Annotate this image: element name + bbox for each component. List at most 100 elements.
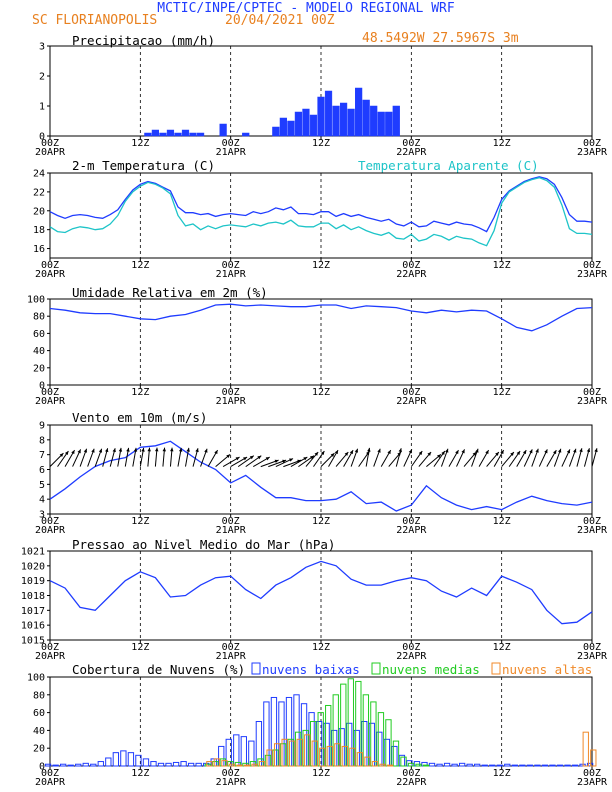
wind-arrow — [410, 450, 423, 467]
wind-arrow — [403, 449, 413, 467]
wind-arrow — [433, 450, 446, 467]
wind-date-label: 21APR — [216, 525, 247, 536]
wind-arrow — [328, 449, 339, 467]
wind-xtick-label: 00Z — [402, 516, 420, 527]
cloud-bar-blue — [233, 734, 240, 767]
cloud-date-label: 22APR — [396, 777, 427, 788]
wind-arrow — [426, 454, 442, 467]
wind-arrow — [169, 447, 174, 467]
wind-arrow — [154, 447, 159, 467]
wind-arrow — [147, 447, 151, 467]
wind-xtick-label: 00Z — [583, 516, 601, 527]
cloud-bar-green — [340, 683, 347, 767]
wind-arrow — [313, 450, 325, 467]
cloud-bar-blue — [534, 764, 541, 767]
humidity-date-label: 20APR — [35, 396, 66, 407]
cloud-ytick-label: 0 — [39, 762, 45, 773]
wind-arrow — [162, 447, 166, 467]
cloud-bar-orange — [311, 740, 318, 767]
cloud-bar-green — [264, 754, 272, 767]
cloud-bar-green — [279, 743, 287, 767]
cloud-bar-orange — [379, 763, 386, 767]
legend-high-label: nuvens altas — [502, 662, 592, 677]
wind-arrow — [245, 455, 262, 468]
precip-date-label: 21APR — [216, 147, 247, 158]
cloud-bar-blue — [180, 761, 187, 767]
precip-xtick-label: 12Z — [493, 138, 511, 149]
humidity-date-label: 21APR — [216, 396, 247, 407]
precip-date-label: 22APR — [396, 147, 427, 158]
temp-xtick-label: 12Z — [131, 260, 149, 271]
pressure-date-label: 23APR — [577, 651, 608, 662]
wind-arrow — [471, 448, 479, 467]
precip-bar — [279, 117, 287, 137]
wind-arrow — [94, 448, 103, 467]
wind-arrow — [516, 449, 527, 467]
precip-bar — [287, 120, 295, 137]
cloud-bar-blue — [59, 763, 67, 767]
wind-xtick-label: 12Z — [312, 516, 330, 527]
cloud-bar-orange — [296, 738, 303, 767]
precip-bar — [332, 105, 340, 137]
cloud-bar-blue — [376, 731, 383, 767]
wind-arrow — [440, 448, 449, 467]
wind-date-label: 20APR — [35, 525, 66, 536]
cloud-bar-blue — [150, 761, 157, 767]
humidity-xtick-label: 12Z — [131, 387, 149, 398]
cloud-bar-orange — [341, 745, 349, 767]
precip-title: Precipitacao (mm/h) — [72, 33, 215, 48]
precip-xtick-label: 00Z — [41, 138, 59, 149]
precip-bar — [302, 108, 310, 137]
precip-bar — [151, 129, 160, 137]
precip-bar — [385, 111, 393, 137]
wind-arrow — [395, 448, 402, 467]
legend-low-label: nuvens baixas — [262, 662, 360, 677]
temp-ytick-label: 22 — [33, 187, 45, 198]
cloud-bar-green — [347, 678, 354, 767]
cloud-bar-blue — [105, 757, 112, 767]
wind-xtick-label: 12Z — [131, 516, 149, 527]
temp-xtick-label: 12Z — [493, 260, 511, 271]
wind-arrow — [538, 449, 548, 467]
wind-arrow — [252, 456, 270, 468]
pressure-ytick-label: 1017 — [21, 606, 45, 617]
run-date: 20/04/2021 00Z — [225, 13, 335, 28]
cloud-bar-blue — [504, 763, 511, 767]
humidity-title: Umidade Relativa em 2m (%) — [72, 285, 268, 300]
wind-arrow — [207, 449, 219, 467]
cloud-bar-orange — [356, 752, 364, 767]
wind-date-label: 22APR — [396, 525, 427, 536]
cloud-bar-blue — [511, 764, 518, 767]
cloud-bar-blue — [263, 701, 270, 767]
cloud-ytick-label: 100 — [27, 673, 45, 684]
cloud-bar-blue — [556, 764, 564, 767]
temp-xtick-label: 12Z — [312, 260, 330, 271]
wind-arrow — [57, 450, 69, 467]
cloud-bar-blue — [571, 764, 579, 767]
wind-arrow — [568, 448, 577, 467]
wind-arrow — [109, 448, 116, 467]
cloud-xtick-label: 12Z — [312, 768, 330, 779]
temp-apparent-legend: Temperatura Aparente (C) — [358, 158, 539, 173]
precip-bar — [324, 90, 333, 137]
wind-arrow — [192, 448, 199, 467]
precip-xtick-label: 00Z — [583, 138, 601, 149]
wind-arrow — [583, 448, 591, 467]
cloud-bar-blue — [428, 762, 436, 767]
wind-ytick-label: 3 — [39, 510, 45, 521]
cloud-legend: nuvens baixas nuvens medias nuvens altas — [251, 662, 592, 677]
cloud-ytick-label: 20 — [33, 744, 45, 755]
pressure-xtick-label: 00Z — [402, 642, 420, 653]
wind-line-blue — [49, 440, 593, 512]
humidity-ytick-label: 100 — [27, 295, 45, 306]
pressure-ytick-label: 1019 — [21, 576, 45, 587]
cloud-xtick-label: 00Z — [222, 768, 240, 779]
cloud-bar-blue — [120, 750, 127, 767]
wind-arrow — [275, 458, 294, 468]
wind-arrow — [215, 454, 231, 467]
wind-arrow — [305, 451, 319, 467]
cloud-xtick-label: 12Z — [493, 768, 511, 779]
cloud-bar-blue — [142, 758, 150, 767]
